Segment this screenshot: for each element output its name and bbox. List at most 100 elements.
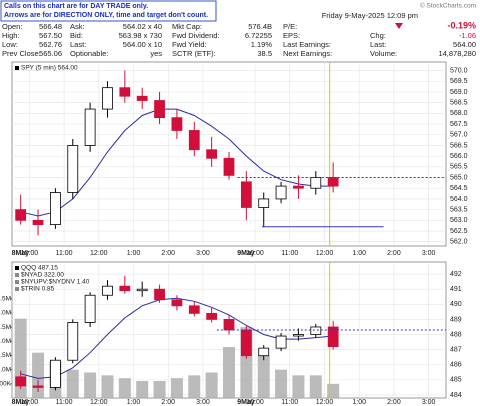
x-tick-label: 11:00 — [281, 399, 298, 406]
x-tick-label: 1:00 — [352, 250, 366, 257]
y-tick-label: 563.5 — [450, 206, 468, 213]
x-tick-label: 3:00 — [422, 250, 436, 257]
x-tick-label: 11:00 — [281, 250, 298, 257]
field-label: Open: — [2, 22, 22, 31]
volume-bar — [205, 372, 218, 398]
y-tick-label: 568.0 — [450, 110, 468, 117]
x-tick-label: 12:00 — [90, 250, 108, 257]
legend-entry: $NYUPV:$NYDNV 1.40 — [21, 279, 90, 286]
volume-tick-label: 3.5M — [0, 296, 11, 303]
legend-entry: $TRIN 0.85 — [21, 286, 55, 293]
candle-body — [171, 299, 183, 307]
y-tick-label: 563.0 — [450, 217, 468, 224]
note: Arrows are for DIRECTION ONLY, time and … — [4, 12, 208, 19]
volume-bar — [257, 355, 270, 398]
day-label: 9May — [237, 250, 255, 257]
y-tick-label: 564.5 — [450, 185, 468, 192]
y-tick-label: 486 — [450, 362, 462, 369]
y-tick-label: 564.0 — [450, 196, 468, 203]
candle-body — [293, 185, 304, 189]
y-tick-label: 488 — [450, 331, 462, 338]
x-tick-label: 3:00 — [196, 399, 210, 406]
x-tick-label: 2:00 — [387, 399, 401, 406]
field-value: 563.98 x 730 — [119, 31, 162, 40]
date: Friday 9-May-2025 12:09 pm — [322, 11, 418, 20]
candle-body — [136, 95, 148, 101]
field-value: 564.00 — [453, 40, 476, 49]
volume-tick-label: 1.5M — [0, 352, 11, 359]
candle-body — [119, 87, 131, 97]
volume-bar — [309, 375, 322, 398]
x-tick-label: 1:00 — [127, 399, 141, 406]
copyright: © StockCharts.com — [420, 2, 476, 10]
field-value: 6.72255 — [245, 31, 272, 40]
y-tick-label: 567.0 — [450, 132, 468, 139]
candle-body — [293, 334, 304, 337]
field-label: Bid: — [70, 31, 83, 40]
field-label: Last Earnings: — [283, 40, 331, 49]
x-tick-label: 2:00 — [161, 250, 175, 257]
field-label: Optionable: — [70, 49, 108, 58]
legend-entry: QQQ 487.15 — [21, 265, 58, 272]
legend-swatch — [15, 280, 19, 284]
candle-body — [275, 335, 287, 349]
candle-body — [240, 181, 252, 208]
field-label: Mkt Cap: — [172, 22, 202, 31]
candle-body — [154, 288, 165, 301]
field-value: 14,878,280 — [438, 49, 476, 58]
legend-entry: SPY (5 min) 564.00 — [21, 65, 78, 72]
legend-swatch — [15, 273, 19, 277]
y-tick-label: 565.0 — [450, 174, 468, 181]
field-value: 566.48 — [39, 22, 62, 31]
y-tick-label: 565.5 — [450, 164, 468, 171]
candle-body — [84, 294, 96, 323]
field-label: SCTR (ETF): — [172, 49, 216, 58]
x-tick-label: 1:00 — [127, 250, 141, 257]
y-tick-label: 489 — [450, 316, 462, 323]
candle-body — [310, 326, 322, 335]
candle-body — [240, 329, 252, 357]
panel — [11, 61, 447, 247]
field-value: -1.06 — [459, 31, 476, 40]
candle-body — [67, 322, 79, 361]
x-tick-label: 3:00 — [196, 250, 210, 257]
volume-bar — [101, 375, 114, 398]
candle-body — [15, 376, 27, 387]
field-label: Next Earnings: — [283, 49, 332, 58]
volume-tick-label: 500K — [0, 381, 12, 388]
volume-bar — [84, 372, 97, 398]
day-label: 9May — [237, 399, 255, 406]
y-tick-label: 491 — [450, 286, 462, 293]
field-label: Fwd Yield: — [172, 40, 207, 49]
candle-body — [15, 209, 27, 221]
field-label: EPS: — [283, 31, 300, 40]
x-tick-label: 12:00 — [316, 399, 334, 406]
candle-body — [258, 198, 270, 208]
field-label: Prev Close: — [2, 49, 41, 58]
volume-bar — [153, 381, 166, 398]
candle-body — [84, 108, 96, 146]
x-tick-label: 11:00 — [56, 250, 73, 257]
candle-body — [327, 326, 339, 348]
y-tick-label: 570.0 — [450, 67, 468, 74]
field-label: Volume: — [370, 49, 397, 58]
y-tick-label: 569.0 — [450, 89, 468, 96]
y-tick-label: 569.5 — [450, 78, 468, 85]
field-label: Fwd Dividend: — [172, 31, 220, 40]
volume-tick-label: 3.0M — [0, 310, 11, 317]
down-arrow — [395, 23, 403, 29]
candle-body — [171, 117, 183, 131]
field-value: 564.02 x 40 — [123, 22, 162, 31]
candle-body — [223, 157, 235, 176]
field-value: 576.4B — [248, 22, 272, 31]
volume-tick-label: 2.5M — [0, 324, 11, 331]
x-tick-label: 2:00 — [387, 250, 401, 257]
candle-body — [206, 149, 218, 159]
field-label: Last: — [70, 40, 86, 49]
candle-body — [327, 177, 339, 187]
field-value: 562.76 — [39, 40, 62, 49]
y-tick-label: 568.5 — [450, 99, 468, 106]
volume-bar — [275, 369, 288, 398]
x-tick-label: 10:00 — [246, 250, 264, 257]
day-label: 8May — [12, 250, 30, 257]
